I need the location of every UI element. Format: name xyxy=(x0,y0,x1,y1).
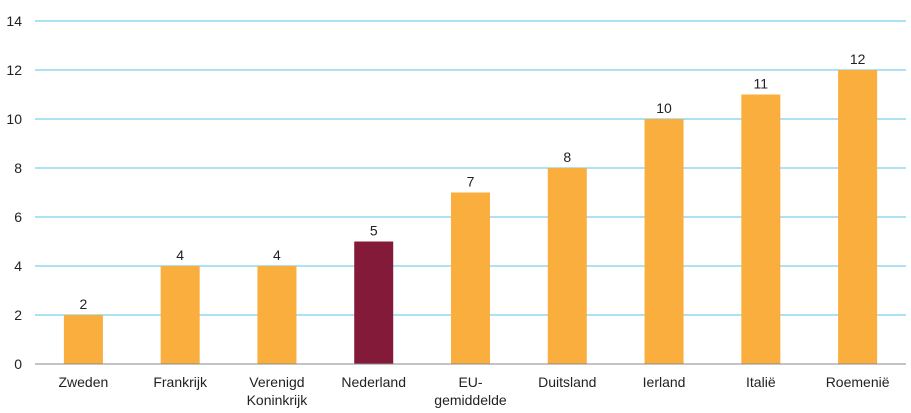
bar xyxy=(160,266,200,364)
data-label: 8 xyxy=(563,149,571,165)
x-tick-label: Ierland xyxy=(643,374,686,390)
x-tick-label-line: Roemenië xyxy=(826,374,890,390)
x-axis-categories: Zweden Frankrijk Verenigd Koninkrijk Nederla… xyxy=(58,374,889,408)
bar xyxy=(63,315,103,364)
bars xyxy=(63,70,878,364)
y-axis-ticks: 0 2 4 6 8 10 12 14 xyxy=(6,13,22,372)
bar xyxy=(451,192,490,364)
bar xyxy=(354,241,394,364)
bar xyxy=(644,119,684,364)
y-tick-label: 14 xyxy=(6,13,22,29)
bar xyxy=(547,168,587,364)
x-tick-label: Zweden xyxy=(58,374,108,390)
bar xyxy=(741,94,781,364)
data-label: 12 xyxy=(850,51,866,67)
data-label: 7 xyxy=(467,174,475,190)
y-tick-label: 4 xyxy=(14,258,22,274)
data-labels: 2 4 4 5 7 8 10 11 12 xyxy=(79,51,865,312)
bar xyxy=(838,70,878,364)
x-tick-label: EU-gemiddelde xyxy=(434,374,507,408)
x-tick-label-line: Koninkrijk xyxy=(247,392,309,408)
x-tick-label-line: Frankrijk xyxy=(153,374,208,390)
x-tick-label-line: Nederland xyxy=(341,374,406,390)
x-tick-label-line: Ierland xyxy=(643,374,686,390)
x-tick-label-line: Verenigd xyxy=(249,374,304,390)
bar xyxy=(257,266,297,364)
data-label: 2 xyxy=(79,296,87,312)
y-tick-label: 6 xyxy=(14,209,22,225)
data-label: 4 xyxy=(176,247,184,263)
x-tick-label-line: EU- xyxy=(458,374,482,390)
y-tick-label: 10 xyxy=(6,111,22,127)
x-tick-label: Frankrijk xyxy=(153,374,208,390)
y-tick-label: 12 xyxy=(6,62,22,78)
x-tick-label: Roemenië xyxy=(826,374,890,390)
x-tick-label-line: gemiddelde xyxy=(434,392,507,408)
x-tick-label: Duitsland xyxy=(538,374,596,390)
y-tick-label: 8 xyxy=(14,160,22,176)
data-label: 5 xyxy=(370,223,378,239)
x-tick-label-line: Italië xyxy=(746,374,776,390)
x-tick-label-line: Duitsland xyxy=(538,374,596,390)
x-tick-label: Italië xyxy=(746,374,776,390)
y-tick-label: 2 xyxy=(14,307,22,323)
y-tick-label: 0 xyxy=(14,356,22,372)
x-tick-label-line: Zweden xyxy=(58,374,108,390)
x-tick-label: Nederland xyxy=(341,374,406,390)
data-label: 4 xyxy=(273,247,281,263)
x-tick-label: Verenigd Koninkrijk xyxy=(247,374,309,408)
data-label: 11 xyxy=(754,76,769,92)
data-label: 10 xyxy=(656,100,672,116)
